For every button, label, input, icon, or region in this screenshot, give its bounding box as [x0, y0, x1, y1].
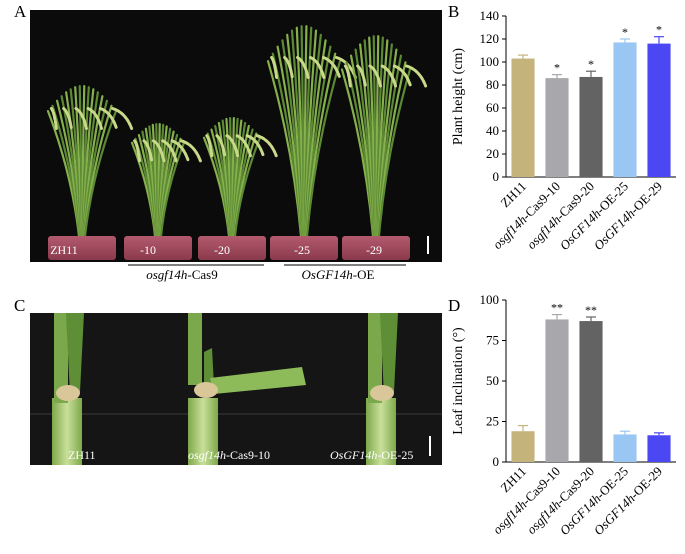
- pot-label-10: -10: [140, 243, 156, 257]
- pot-oe-25: [270, 236, 338, 260]
- leaf-joints: [52, 313, 398, 465]
- pot-zh11: [48, 236, 116, 260]
- group-label-cas9: osgf14h-Cas9: [146, 267, 218, 282]
- pot-cas9-20: [198, 236, 266, 260]
- pots: [48, 236, 410, 260]
- panel-letter-b: B: [448, 2, 460, 21]
- panel-letter-a: A: [14, 2, 27, 21]
- photo-c-label-zh11: ZH11: [68, 448, 96, 462]
- group-label-oe: OsGF14h-OE: [302, 267, 375, 282]
- pot-label-zh11: ZH11: [50, 243, 78, 257]
- panel-letter-c: C: [14, 296, 26, 315]
- panel-letter-d: D: [448, 296, 461, 315]
- pot-label-29: -29: [366, 243, 382, 257]
- pot-cas9-10: [124, 236, 192, 260]
- pot-oe-29: [342, 236, 410, 260]
- photo-c-label-cas9-10: osgf14h-Cas9-10: [188, 448, 270, 462]
- pot-label-20: -20: [214, 243, 230, 257]
- pot-label-25: -25: [294, 243, 310, 257]
- rice-plants: [46, 25, 428, 238]
- photo-c-label-oe-25: OsGF14h-OE-25: [330, 448, 413, 462]
